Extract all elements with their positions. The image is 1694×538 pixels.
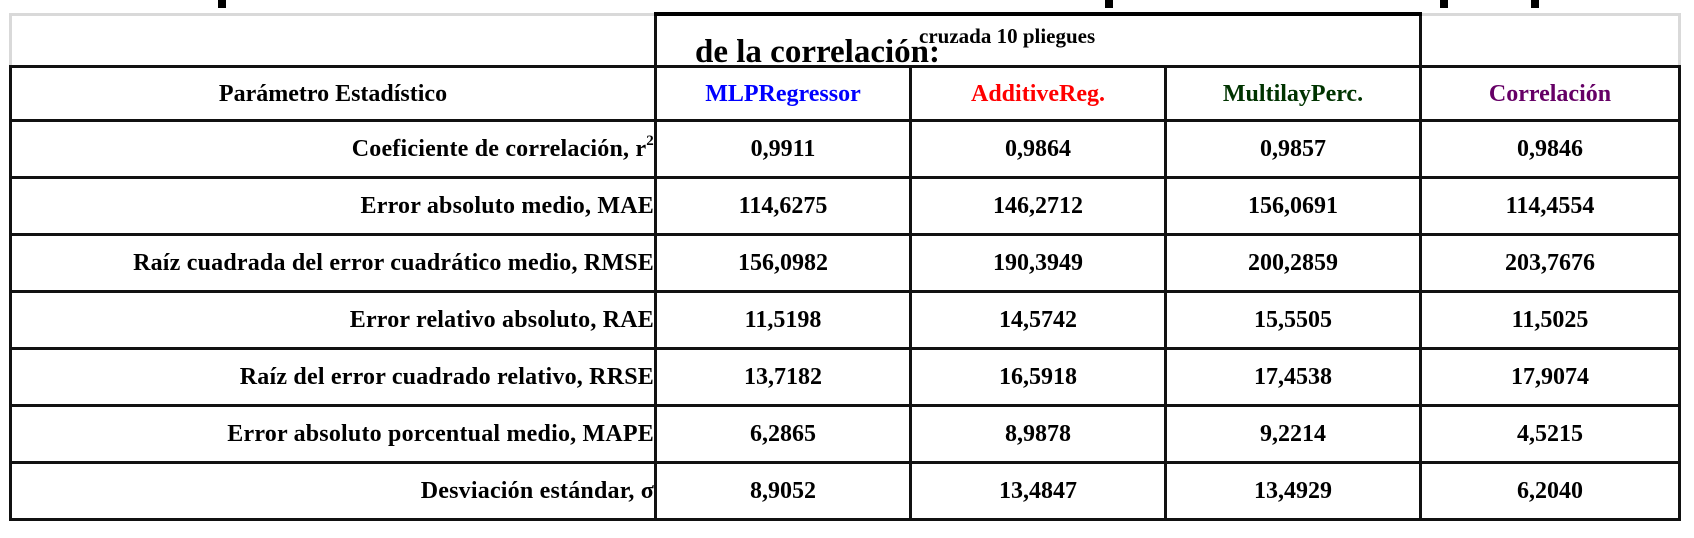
row-label: Raíz cuadrada del error cuadrático medio…: [9, 233, 657, 293]
cell-value: 0,9857: [1164, 119, 1422, 179]
cell-value: 15,5505: [1164, 290, 1422, 350]
title-row: de la correlación: cruzada 10 pliegues: [9, 12, 1681, 68]
cell-value: 11,5198: [654, 290, 912, 350]
header-param-label: Parámetro Estadístico: [9, 65, 657, 122]
table-row: Raíz cuadrada del error cuadrático medio…: [9, 233, 1681, 293]
cell-value: 6,2040: [1419, 461, 1681, 521]
table-row: Error relativo absoluto, RAE 11,5198 14,…: [9, 290, 1681, 350]
cell-value: 190,3949: [909, 233, 1167, 293]
cell-value: 114,6275: [654, 176, 912, 236]
table-title-cell: de la correlación: cruzada 10 pliegues: [654, 12, 1422, 68]
clipped-heading-fragment: [0, 0, 1694, 8]
cell-value: 11,5025: [1419, 290, 1681, 350]
row-label: Error relativo absoluto, RAE: [9, 290, 657, 350]
table-subtitle: cruzada 10 pliegues: [919, 24, 1096, 48]
cell-value: 203,7676: [1419, 233, 1681, 293]
cell-value: 6,2865: [654, 404, 912, 464]
cell-value: 13,4929: [1164, 461, 1422, 521]
cell-value: 0,9911: [654, 119, 912, 179]
row-label: Error absoluto porcentual medio, MAPE: [9, 404, 657, 464]
cell-value: 200,2859: [1164, 233, 1422, 293]
cell-value: 156,0982: [654, 233, 912, 293]
clipped-glyph: [1105, 0, 1113, 8]
header-model-mlpregressor: MLPRegressor: [654, 65, 912, 122]
table-row: Desviación estándar, σ 8,9052 13,4847 13…: [9, 461, 1681, 521]
cell-value: 8,9878: [909, 404, 1167, 464]
cell-value: 9,2214: [1164, 404, 1422, 464]
row-label: Coeficiente de correlación, r2: [9, 119, 657, 179]
cell-value: 13,7182: [654, 347, 912, 407]
cell-value: 156,0691: [1164, 176, 1422, 236]
table-row: Error absoluto medio, MAE 114,6275 146,2…: [9, 176, 1681, 236]
header-model-multilayperc: MultilayPerc.: [1164, 65, 1422, 122]
header-model-correlacion: Correlación: [1419, 65, 1681, 122]
cell-value: 14,5742: [909, 290, 1167, 350]
empty-corner-cell-right: [1419, 12, 1681, 68]
cell-value: 0,9846: [1419, 119, 1681, 179]
cell-value: 4,5215: [1419, 404, 1681, 464]
cell-value: 17,4538: [1164, 347, 1422, 407]
clipped-glyph: [1440, 0, 1448, 8]
cell-value: 16,5918: [909, 347, 1167, 407]
row-label: Raíz del error cuadrado relativo, RRSE: [9, 347, 657, 407]
row-label: Desviación estándar, σ: [9, 461, 657, 521]
clipped-glyph: [1531, 0, 1539, 8]
table-title: de la correlación:: [695, 32, 942, 64]
table-row: Coeficiente de correlación, r2 0,9911 0,…: [9, 119, 1681, 179]
header-row: Parámetro Estadístico MLPRegressor Addit…: [9, 65, 1681, 122]
cell-value: 146,2712: [909, 176, 1167, 236]
cell-value: 13,4847: [909, 461, 1167, 521]
header-model-additivereg: AdditiveReg.: [909, 65, 1167, 122]
table-row: Raíz del error cuadrado relativo, RRSE 1…: [9, 347, 1681, 407]
cell-value: 114,4554: [1419, 176, 1681, 236]
table-row: Error absoluto porcentual medio, MAPE 6,…: [9, 404, 1681, 464]
clipped-glyph: [218, 0, 226, 8]
statistics-table: de la correlación: cruzada 10 pliegues P…: [9, 12, 1681, 521]
row-label: Error absoluto medio, MAE: [9, 176, 657, 236]
cell-value: 8,9052: [654, 461, 912, 521]
cell-value: 0,9864: [909, 119, 1167, 179]
empty-corner-cell: [9, 12, 657, 68]
superscript: 2: [646, 133, 654, 149]
cell-value: 17,9074: [1419, 347, 1681, 407]
